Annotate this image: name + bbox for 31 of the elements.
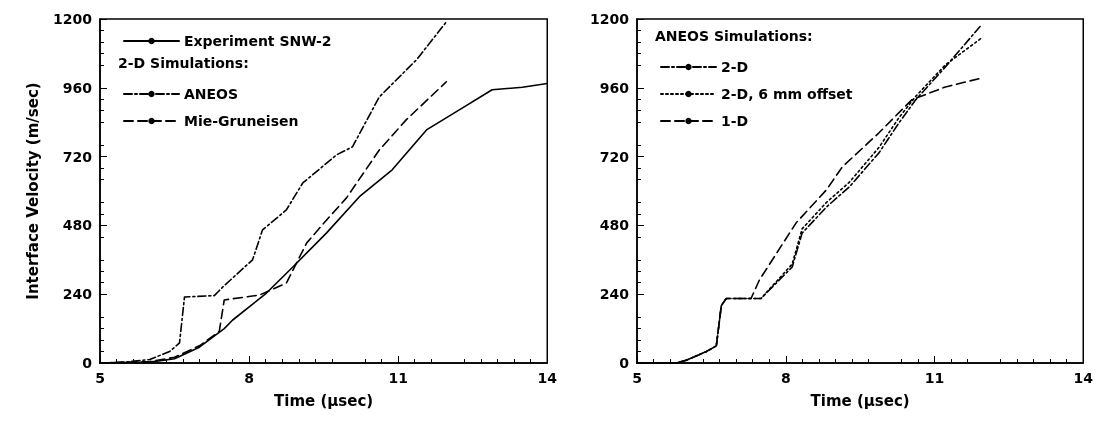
- y-axis-title: Interface Velocity (m/sec): [23, 82, 42, 300]
- y-tick-label: 960: [62, 79, 93, 96]
- y-tick-label: 240: [599, 286, 630, 303]
- legend-label: Mie-Gruneisen: [184, 113, 299, 129]
- legend-label: ANEOS: [184, 86, 239, 102]
- x-tick-label: 5: [95, 370, 105, 386]
- y-tick-label: 1200: [53, 11, 93, 27]
- y-tick-label: 960: [599, 79, 630, 96]
- x-tick-label: 5: [632, 370, 642, 386]
- y-tick-label: 0: [82, 355, 93, 371]
- legend-title: ANEOS Simulations:: [655, 28, 813, 44]
- legend-label: 1-D: [721, 113, 749, 129]
- legend-title: 2-D Simulations:: [118, 55, 249, 71]
- y-tick-label: 720: [62, 148, 93, 165]
- y-tick-label: 720: [599, 148, 630, 165]
- legend-label: Experiment SNW-2: [184, 33, 332, 49]
- x-axis-title: Time (μsec): [274, 391, 374, 410]
- legend-label: 2-D: [721, 59, 749, 75]
- x-tick-label: 8: [780, 370, 791, 386]
- x-tick-label: 8: [244, 370, 254, 386]
- y-tick-label: 240: [62, 286, 93, 303]
- x-tick-label: 14: [537, 370, 558, 386]
- x-tick-label: 11: [924, 370, 945, 386]
- x-axis-title: Time (μsec): [810, 391, 910, 410]
- x-tick-label: 11: [388, 370, 408, 386]
- y-tick-label: 1200: [590, 11, 630, 27]
- y-tick-label: 0: [619, 355, 630, 371]
- y-tick-label: 480: [599, 217, 630, 234]
- y-tick-label: 480: [62, 217, 93, 234]
- x-tick-label: 14: [1073, 370, 1094, 386]
- legend-label: 2-D, 6 mm offset: [721, 86, 853, 102]
